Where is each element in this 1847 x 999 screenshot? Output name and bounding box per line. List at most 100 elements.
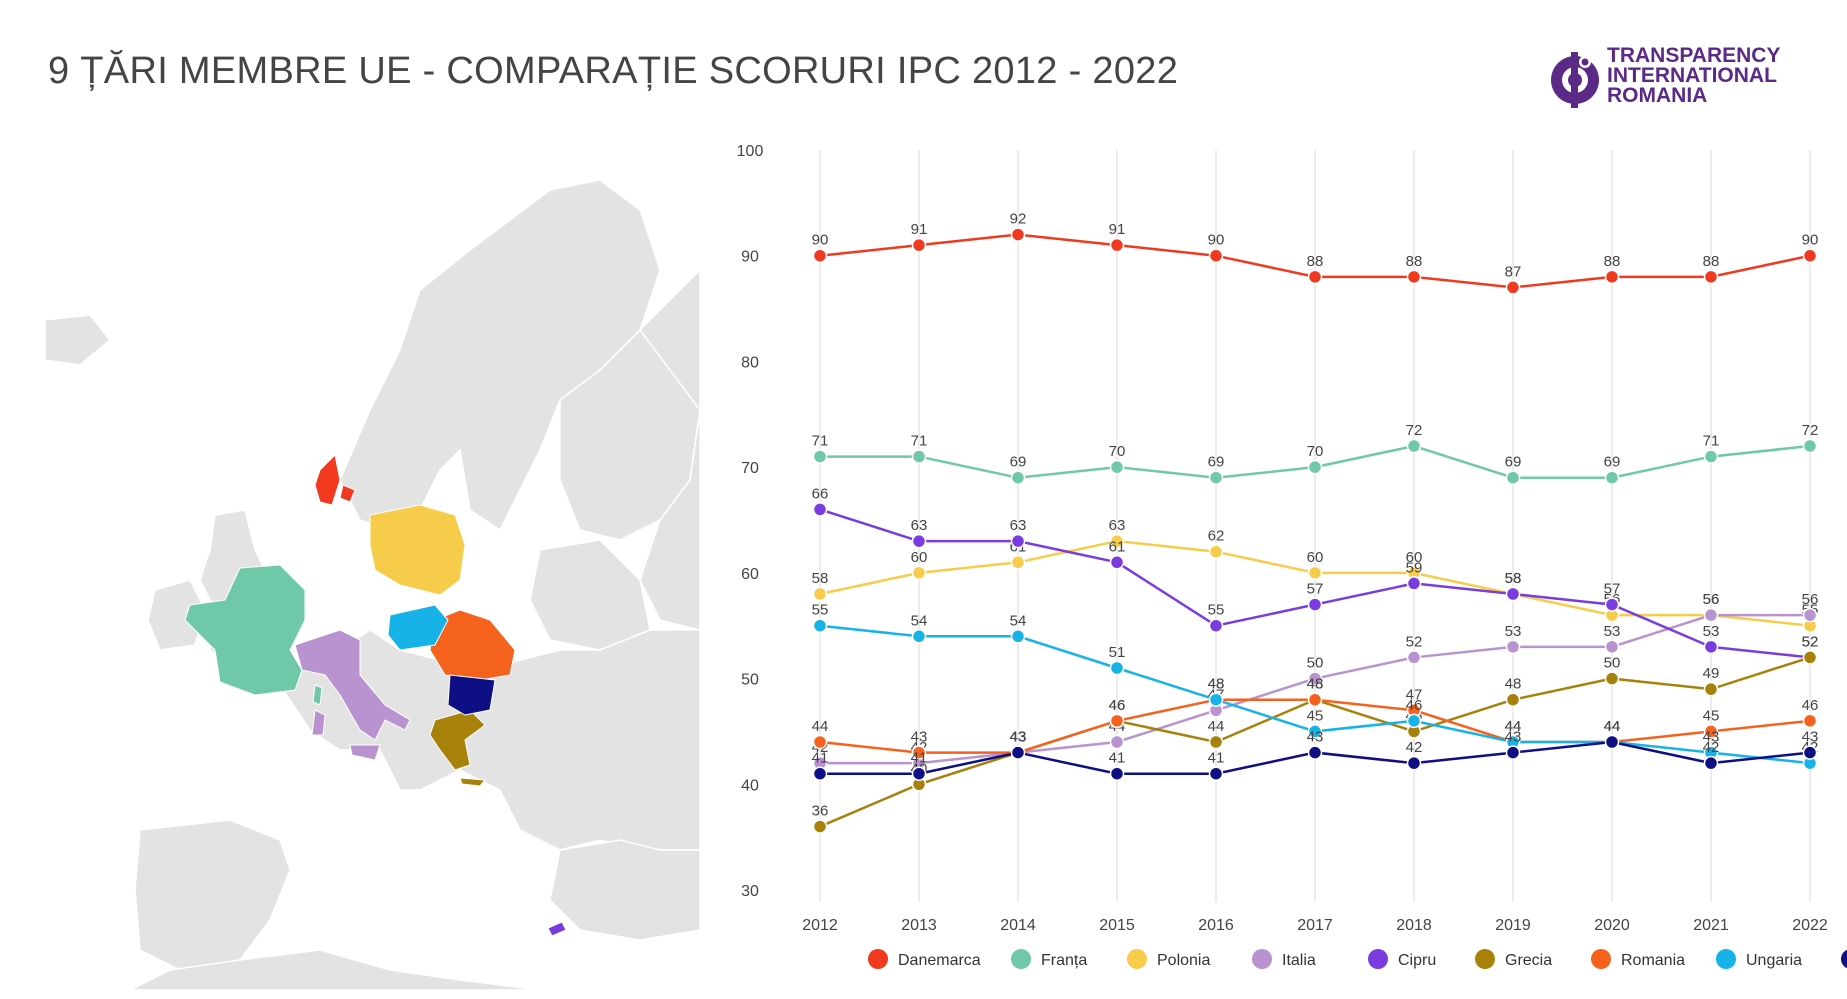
data-label: 56 — [1802, 591, 1819, 608]
data-point — [1307, 692, 1323, 707]
data-point — [1406, 438, 1422, 454]
data-label: 44 — [1604, 718, 1621, 735]
data-point — [812, 248, 828, 263]
data-label: 48 — [1208, 676, 1225, 693]
data-label: 71 — [911, 433, 928, 450]
data-label: 56 — [1703, 591, 1720, 608]
legend-label: Franța — [1041, 952, 1087, 969]
legend-label: Danemarca — [898, 952, 981, 969]
data-label: 69 — [1505, 454, 1522, 471]
data-label: 43 — [1010, 729, 1027, 746]
x-tick-label: 2022 — [1792, 917, 1828, 934]
series-ungaria: 5554545148454644444342 — [812, 602, 1818, 771]
x-tick-label: 2019 — [1495, 917, 1531, 934]
data-label: 66 — [812, 485, 829, 502]
y-tick-label: 80 — [741, 354, 759, 371]
data-point — [1802, 438, 1818, 454]
data-label: 55 — [1208, 602, 1225, 619]
data-point — [1109, 713, 1125, 729]
data-label: 46 — [1109, 697, 1126, 714]
legend-item: Romania — [1591, 949, 1685, 969]
data-label: 45 — [1703, 707, 1720, 724]
y-tick-label: 90 — [741, 249, 759, 266]
data-point — [911, 565, 927, 581]
data-point — [1109, 555, 1125, 570]
legend-item: Danemarca — [868, 949, 981, 969]
data-label: 50 — [1307, 655, 1324, 672]
data-label: 44 — [1505, 718, 1522, 735]
data-label: 58 — [1505, 570, 1522, 587]
data-point — [812, 819, 828, 834]
data-point — [812, 618, 828, 633]
y-tick-label: 70 — [741, 460, 759, 477]
data-label: 41 — [1208, 750, 1225, 767]
legend-item: Bulgaria — [1841, 949, 1847, 969]
legend-item: Cipru — [1368, 949, 1436, 969]
logo-line-1: TRANSPARENCY — [1607, 44, 1781, 67]
data-point — [911, 533, 927, 549]
data-label: 53 — [1703, 623, 1720, 640]
data-label: 52 — [1802, 633, 1819, 650]
legend-item: Grecia — [1475, 949, 1552, 969]
x-tick-label: 2016 — [1198, 917, 1234, 934]
series-italia: 4242434447505253535656 — [812, 591, 1819, 771]
page-title: 9 ȚĂRI MEMBRE UE - COMPARAȚIE SCORURI IP… — [48, 50, 1179, 92]
chart-legend: Danemarca Franța Polonia Italia Cipru Grecia R… — [868, 949, 1847, 969]
data-point — [1406, 755, 1422, 771]
map-ireland — [147, 579, 206, 651]
data-label: 63 — [911, 517, 928, 534]
data-point — [1208, 692, 1224, 707]
data-label: 69 — [1208, 454, 1225, 471]
data-point — [1406, 269, 1422, 285]
data-label: 91 — [1109, 221, 1126, 238]
data-label: 43 — [1802, 729, 1819, 746]
data-point — [911, 449, 927, 464]
y-tick-label: 50 — [741, 672, 759, 689]
data-point — [911, 745, 927, 760]
legend-swatch — [1716, 949, 1736, 969]
data-point — [1307, 597, 1323, 612]
data-label: 43 — [1010, 729, 1027, 746]
data-label: 41 — [1109, 750, 1126, 767]
series-cipru: 66 63 63 61 55 57 59 58 57 53 52 — [812, 485, 1818, 665]
data-point — [1010, 470, 1026, 485]
x-tick-label: 2013 — [901, 917, 937, 934]
data-point — [812, 449, 828, 464]
data-label: 36 — [812, 803, 829, 820]
data-point — [1406, 576, 1422, 591]
data-label: 58 — [1505, 570, 1522, 587]
data-point — [1109, 459, 1125, 475]
data-point — [1010, 227, 1026, 242]
data-point — [1703, 449, 1719, 464]
data-label: 88 — [1703, 253, 1720, 270]
data-point — [1604, 470, 1620, 485]
legend-item: Franța — [1011, 949, 1087, 969]
data-point — [1208, 766, 1224, 781]
data-label: 57 — [1604, 581, 1621, 598]
map-highlighted-countries — [184, 453, 567, 937]
data-label: 43 — [1010, 729, 1027, 746]
data-point — [1505, 586, 1521, 602]
data-point — [1208, 544, 1224, 559]
data-point — [1802, 607, 1818, 623]
data-label: 62 — [1208, 528, 1225, 545]
y-tick-label: 60 — [741, 566, 759, 583]
legend-item: Polonia — [1127, 949, 1210, 969]
data-label: 42 — [1703, 739, 1720, 756]
data-point — [1208, 248, 1224, 263]
data-label: 43 — [911, 729, 928, 746]
data-label: 69 — [1010, 454, 1027, 471]
legend-swatch — [1591, 949, 1611, 969]
map-greece — [429, 709, 487, 787]
legend-swatch — [1475, 949, 1495, 969]
data-point — [1109, 660, 1125, 676]
data-label: 60 — [1406, 549, 1423, 566]
x-tick-label: 2018 — [1396, 917, 1432, 934]
data-label: 71 — [1703, 433, 1720, 450]
data-point — [1307, 565, 1323, 581]
data-point — [1802, 713, 1818, 729]
y-tick-label: 100 — [737, 143, 764, 160]
data-point — [1703, 755, 1719, 771]
